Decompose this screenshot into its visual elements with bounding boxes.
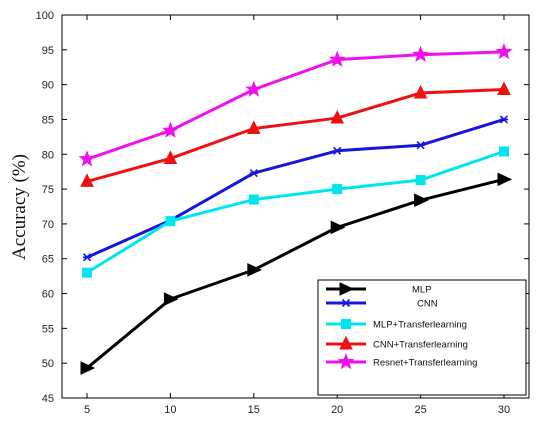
y-tick-label-8: 85 — [42, 114, 54, 126]
series-line-2 — [86, 150, 505, 274]
data-point-0-5 — [497, 172, 513, 187]
data-point-1-3 — [333, 146, 342, 155]
y-tick-label-7: 80 — [42, 149, 54, 161]
legend-marker-0 — [339, 282, 355, 296]
x-tick-label-0: 5 — [84, 404, 90, 416]
legend: MLP CNN MLP+Transferlearning CNN+Transferle… — [317, 279, 527, 396]
x-tick-label-4: 25 — [414, 404, 426, 416]
x-tick-label-1: 10 — [164, 404, 176, 416]
series-line-4 — [86, 50, 505, 161]
data-point-2-0 — [82, 267, 93, 278]
data-point-2-1 — [165, 216, 176, 227]
legend-marker-1 — [341, 298, 351, 308]
data-point-2-2 — [248, 194, 259, 205]
legend-box — [317, 279, 527, 396]
y-axis-label: Accuracy (%) — [9, 154, 30, 260]
legend-entry-1: CNN — [326, 299, 438, 310]
y-tick-label-10: 95 — [42, 45, 54, 57]
data-point-4-3 — [328, 50, 346, 67]
series-line-1 — [86, 118, 505, 259]
data-point-0-0 — [80, 361, 96, 375]
y-tick-label-11: 100 — [36, 10, 54, 22]
y-tick-label-3: 60 — [42, 289, 54, 301]
legend-label-1: CNN — [417, 299, 438, 310]
series-line-0 — [86, 177, 505, 370]
data-point-1-2 — [249, 169, 258, 178]
legend-entry-0: MLP — [326, 282, 432, 296]
data-point-0-1 — [163, 292, 179, 306]
legend-marker-3 — [339, 335, 353, 350]
y-tick-label-4: 65 — [42, 254, 54, 266]
data-point-0-4 — [414, 193, 429, 208]
data-point-1-0 — [82, 253, 92, 262]
series-3 — [80, 81, 511, 187]
data-point-3-4 — [413, 84, 428, 99]
data-point-4-5 — [495, 43, 513, 60]
data-point-2-4 — [415, 175, 426, 186]
legend-label-2: MLP+Transferlearning — [373, 320, 467, 331]
series-0 — [80, 172, 513, 375]
data-point-3-1 — [163, 150, 178, 164]
x-tick-label-3: 20 — [331, 404, 343, 416]
data-point-4-0 — [78, 150, 96, 167]
data-point-4-2 — [245, 80, 263, 97]
data-point-0-3 — [330, 220, 346, 235]
data-point-2-5 — [498, 146, 509, 157]
data-point-4-4 — [412, 45, 430, 62]
data-point-3-5 — [497, 81, 511, 96]
data-point-4-1 — [161, 121, 179, 138]
data-point-1-5 — [499, 115, 509, 124]
data-point-1-4 — [416, 141, 425, 150]
y-tick-label-9: 90 — [42, 80, 54, 92]
y-tick-label-6: 75 — [42, 184, 54, 196]
data-point-3-3 — [330, 109, 345, 124]
series-group — [78, 43, 513, 375]
y-tick-label-2: 55 — [42, 323, 54, 335]
axis-ticks: 5 10 15 20 25 30 45 50 55 60 65 70 75 80 85 90 95 100 — [36, 10, 529, 416]
y-tick-label-1: 50 — [42, 358, 54, 370]
data-point-0-2 — [247, 263, 262, 277]
data-point-2-3 — [332, 184, 343, 195]
series-2 — [82, 146, 509, 278]
legend-entry-3: CNN+Transferlearning — [326, 335, 468, 351]
series-4 — [78, 43, 513, 167]
y-tick-label-5: 70 — [42, 219, 54, 231]
legend-label-0: MLP — [412, 285, 432, 296]
legend-label-3: CNN+Transferlearning — [373, 340, 468, 351]
x-tick-label-5: 30 — [498, 404, 510, 416]
legend-marker-2 — [341, 319, 351, 329]
data-point-3-2 — [246, 120, 261, 135]
legend-marker-4 — [337, 353, 355, 370]
data-point-3-0 — [80, 173, 94, 187]
legend-entry-2: MLP+Transferlearning — [326, 319, 467, 331]
legend-entry-4: Resnet+Transferlearning — [326, 353, 477, 370]
series-line-3 — [86, 88, 505, 183]
legend-label-4: Resnet+Transferlearning — [373, 358, 477, 369]
y-tick-label-0: 45 — [42, 393, 54, 405]
x-tick-label-2: 15 — [248, 404, 260, 416]
